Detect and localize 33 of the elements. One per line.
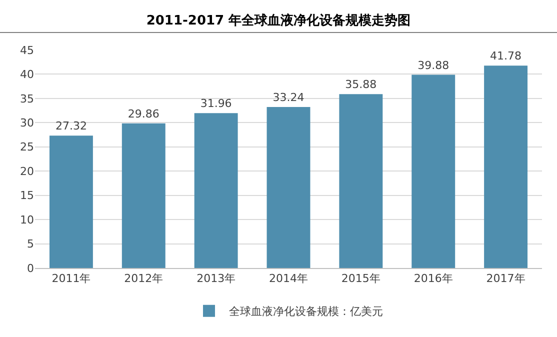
chart-title: 2011-2017 年全球血液净化设备规模走势图 [146, 12, 411, 28]
x-tick-label: 2016年 [414, 272, 453, 286]
data-label: 39.88 [418, 58, 450, 72]
y-tick-label: 30 [20, 116, 34, 130]
y-tick-label: 15 [20, 189, 34, 202]
data-label: 41.78 [490, 50, 522, 63]
bar [194, 113, 238, 268]
data-label: 33.24 [272, 90, 304, 104]
bar [122, 123, 166, 268]
bar [339, 94, 383, 268]
x-tick-label: 2015年 [341, 272, 380, 286]
legend-label: 全球血液净化设备规模：亿美元 [229, 305, 383, 318]
y-tick-label: 20 [20, 164, 34, 178]
y-tick-label: 5 [27, 238, 34, 251]
y-tick-label: 10 [20, 213, 34, 226]
x-tick-label: 2017年 [486, 272, 526, 286]
y-tick-label: 35 [20, 92, 34, 106]
y-tick-label: 0 [27, 262, 34, 275]
data-label: 29.86 [128, 107, 160, 120]
data-label: 35.88 [345, 78, 377, 92]
x-tick-label: 2013年 [196, 272, 236, 286]
x-tick-label: 2014年 [269, 272, 308, 286]
data-label: 31.96 [200, 97, 232, 110]
x-tick-label: 2012年 [124, 272, 164, 286]
y-tick-label: 25 [20, 140, 34, 154]
data-label: 27.32 [55, 120, 87, 133]
bar [49, 136, 93, 268]
y-tick-label: 40 [20, 68, 34, 82]
bar [484, 66, 528, 268]
bar [266, 106, 310, 268]
bar [412, 74, 456, 268]
y-tick-label: 45 [20, 44, 34, 57]
x-tick-label: 2011年 [52, 272, 91, 286]
